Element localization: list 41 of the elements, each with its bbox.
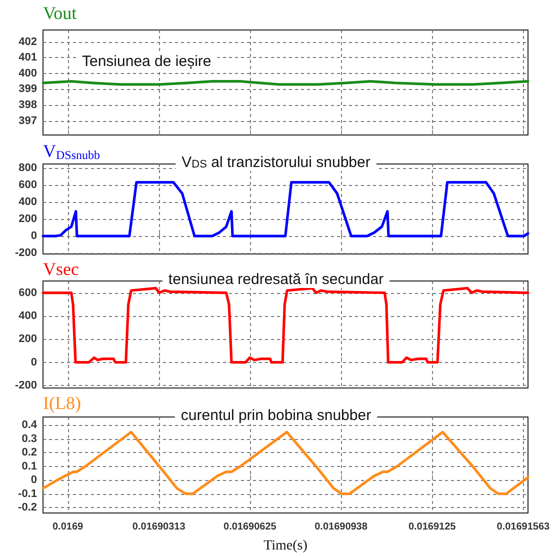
y-tick-label: -200 — [14, 379, 37, 392]
y-tick-label: 0.3 — [22, 432, 37, 445]
y-tick-label: 402 — [18, 36, 37, 48]
x-tick-label: 0.0169125 — [408, 522, 456, 532]
y-tick-label: 400 — [18, 196, 37, 208]
y-tick-label: 600 — [18, 178, 37, 191]
x-tick-label: 0.01690313 — [132, 522, 186, 532]
annotation: tensiunea redresată în secundar — [168, 271, 384, 288]
y-tick-label: 0.2 — [22, 446, 37, 459]
y-tick-label: 399 — [18, 83, 37, 96]
y-tick-label: -0.1 — [18, 488, 37, 500]
y-tick-label: 0 — [30, 474, 37, 486]
y-tick-label: 401 — [18, 52, 37, 64]
y-tick-label: 800 — [18, 162, 37, 174]
line-series — [42, 286, 530, 364]
x-tick-label: 0.0169 — [52, 522, 84, 532]
y-tick-label: 397 — [18, 114, 37, 127]
y-tick-label: 398 — [18, 99, 37, 111]
series-label: Vsec — [43, 259, 79, 279]
y-tick-label: 400 — [18, 67, 37, 80]
y-tick-label: 600 — [18, 286, 37, 299]
annotation: Tensiunea de ieșire — [82, 53, 212, 70]
x-tick-label: 0.01690938 — [314, 522, 368, 532]
y-tick-label: 200 — [18, 213, 37, 226]
y-tick-label: 0 — [30, 230, 37, 242]
y-tick-label: -0.2 — [18, 502, 37, 514]
line-series — [42, 181, 530, 238]
annotation: curentul prin bobina snubber — [180, 407, 372, 424]
annotation: VDS al tranzistorului snubber — [182, 154, 370, 171]
x-axis-title: Time(s) — [264, 538, 308, 554]
text: I(L8) — [43, 393, 81, 413]
text: Vout — [43, 3, 77, 23]
y-tick-label: 0.1 — [22, 460, 37, 472]
y-tick-label: 200 — [18, 333, 37, 346]
y-tick-label: -200 — [14, 247, 37, 260]
y-tick-label: 400 — [18, 310, 37, 322]
x-tick-label: 0.01690625 — [224, 522, 277, 532]
x-tick-label: 0.01691563 — [496, 522, 550, 532]
y-tick-label: 0.4 — [22, 419, 38, 432]
line-series — [42, 430, 530, 496]
y-tick-label: 0 — [30, 356, 37, 368]
